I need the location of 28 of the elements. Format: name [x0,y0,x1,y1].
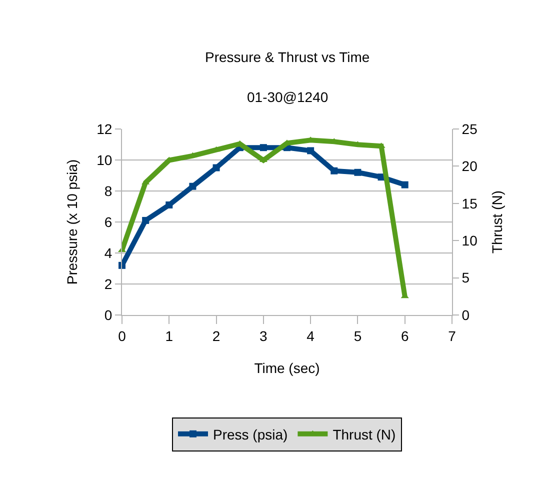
x-tick-label: 7 [448,328,456,344]
legend-label: Press (psia) [213,426,288,442]
y-tick-label: 2 [104,276,112,292]
legend-label: Thrust (N) [332,426,396,442]
y2-tick-label: 25 [462,120,478,137]
y-tick-label: 4 [104,244,112,261]
x-tick-label: 3 [260,328,268,344]
x-tick-label: 2 [212,328,220,344]
y-tick-label: 10 [96,152,112,168]
y-tick-label: 6 [104,214,112,230]
y2-tick-label: 0 [462,306,470,323]
x-axis-title: Time (sec) [254,360,320,376]
x-tick-label: 4 [306,328,315,344]
y2-axis-title: Thrust (N) [488,190,505,254]
y-tick-label: 0 [104,306,112,323]
y2-tick-label: 10 [462,232,478,248]
y2-tick-label: 15 [462,195,478,212]
x-tick-label: 0 [118,328,126,344]
x-tick-label: 1 [165,328,174,344]
y-tick-label: 12 [96,120,112,137]
chart-subtitle: 01-30@1240 [247,89,328,105]
chart-title: Pressure & Thrust vs Time [205,49,370,65]
y2-tick-label: 5 [462,270,470,286]
y2-tick-label: 20 [462,158,478,174]
x-tick-label: 5 [354,328,362,344]
x-tick-label: 6 [400,328,409,344]
y-axis-title: Pressure (x 10 psia) [64,159,80,285]
y-tick-label: 8 [104,182,112,199]
